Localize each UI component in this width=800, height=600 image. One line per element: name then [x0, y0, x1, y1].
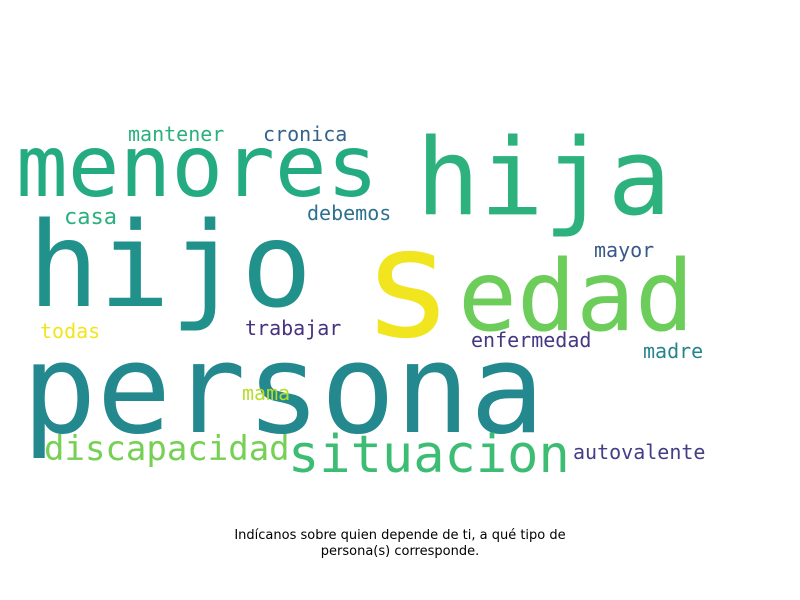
word-enfermedad: enfermedad — [471, 328, 591, 352]
word-menores: menores — [16, 117, 378, 217]
word-madre: madre — [643, 339, 703, 363]
word-trabajar: trabajar — [245, 316, 341, 340]
word-mayor: mayor — [594, 238, 654, 262]
word-hija: hija — [416, 116, 671, 239]
word-casa: casa — [64, 205, 117, 230]
word-edad: edad — [458, 240, 694, 354]
word-s: s — [362, 195, 454, 372]
word-hijo: hijo — [28, 196, 312, 334]
figure-caption: Indícanos sobre quien depende de ti, a q… — [200, 528, 600, 560]
word-autovalente: autovalente — [573, 440, 705, 464]
caption-line-2: persona(s) corresponde. — [320, 544, 480, 559]
word-todas: todas — [40, 319, 100, 343]
word-persona: persona — [22, 318, 545, 462]
word-situacion: situacion — [288, 425, 570, 485]
caption-line-1: Indícanos sobre quien depende de ti, a q… — [234, 528, 566, 543]
word-debemos: debemos — [307, 201, 391, 225]
word-mantener: mantener — [128, 122, 224, 146]
word-cronica: cronica — [263, 122, 347, 146]
word-discapacidad: discapacidad — [44, 429, 290, 469]
word-mama: mama — [242, 381, 290, 405]
